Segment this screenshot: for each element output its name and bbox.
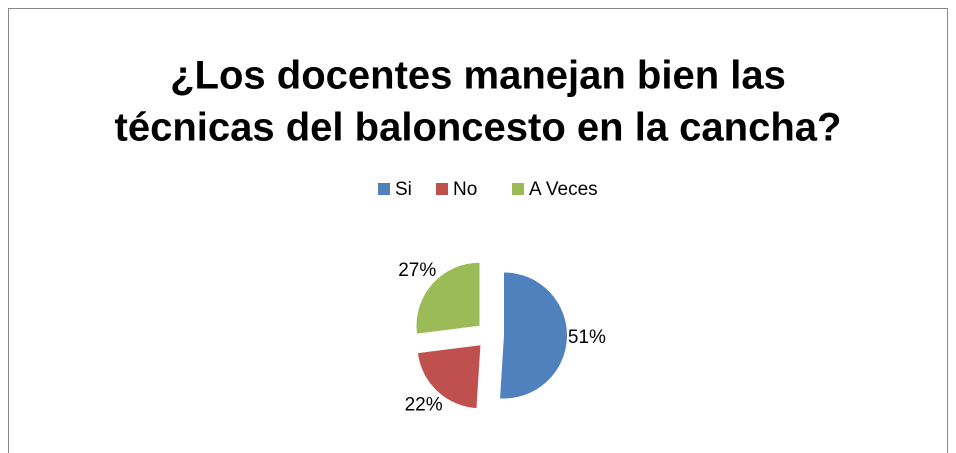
legend-swatch xyxy=(378,183,390,195)
legend-swatch xyxy=(512,183,524,195)
data-label: 27% xyxy=(398,260,436,281)
pie-slice xyxy=(416,262,480,334)
pie-slice xyxy=(417,345,481,409)
legend-swatch xyxy=(436,183,448,195)
legend-label: A Veces xyxy=(529,179,598,200)
legend-label: No xyxy=(453,179,477,200)
chart-title: ¿Los docentes manejan bien las xyxy=(170,54,786,98)
data-label: 51% xyxy=(568,327,606,348)
data-label: 22% xyxy=(405,395,443,416)
legend-label: Si xyxy=(395,179,412,200)
chart-title: técnicas del baloncesto en la cancha? xyxy=(115,106,842,150)
pie-slice xyxy=(500,272,567,399)
